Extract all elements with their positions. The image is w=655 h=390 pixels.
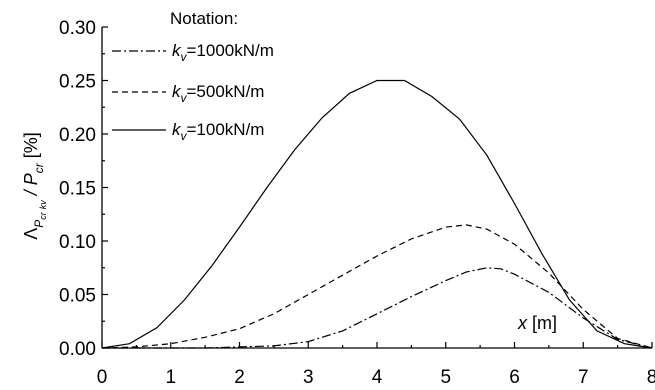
x-tick-label: 7 (578, 367, 589, 388)
legend-label: kv=1000kN/m (172, 41, 274, 64)
x-tick-label: 3 (303, 367, 314, 388)
series-line-dashed (101, 224, 653, 349)
legend-title: Notation: (170, 9, 238, 28)
x-tick-label: 5 (440, 367, 451, 388)
legend-item-100: kv=100kN/m (112, 120, 264, 143)
y-tick-label: 0.20 (59, 125, 96, 146)
x-tick-label: 0 (97, 367, 108, 388)
series-line-dash-dot (102, 267, 653, 349)
y-tick-label: 0.10 (59, 232, 96, 253)
series-line-solid (101, 79, 653, 349)
legend-item-1000: kv=1000kN/m (112, 41, 274, 64)
x-tick-label: 8 (647, 367, 655, 388)
y-tick-label: 0.30 (59, 18, 96, 39)
legend: Notation: kv=1000kN/m kv=500kN/m kv=100k… (112, 9, 274, 143)
legend-label: kv=500kN/m (172, 82, 264, 105)
y-tick-label: 0.05 (59, 286, 96, 307)
y-tick-label: 0.25 (59, 72, 96, 93)
x-tick-label: 1 (165, 367, 176, 388)
legend-item-500: kv=500kN/m (112, 82, 264, 105)
x-tick-label: 4 (372, 367, 383, 388)
y-axis-label: ΛPcrkv / Pcr [%] (21, 132, 48, 240)
y-tick-label: 0.00 (59, 339, 96, 360)
x-axis-label: x [m] (517, 313, 557, 333)
x-tick-label: 2 (234, 367, 245, 388)
x-tick-label: 6 (509, 367, 520, 388)
legend-label: kv=100kN/m (172, 120, 264, 143)
y-tick-label: 0.15 (59, 179, 96, 200)
